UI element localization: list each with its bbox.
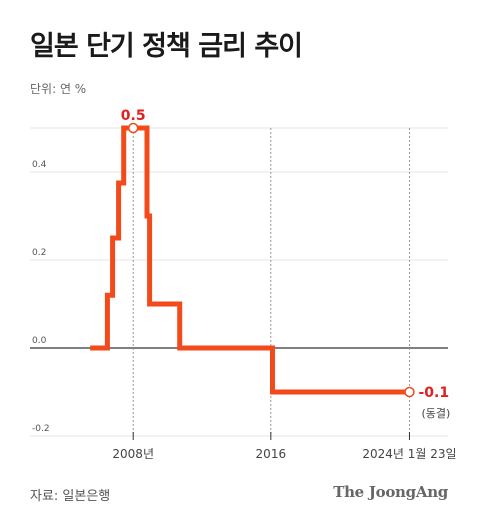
x-tick-label: 2008년 xyxy=(112,447,154,461)
y-tick-labels: 0.4 0.2 0.0 -0.2 xyxy=(32,160,50,434)
annotations: 0.5 -0.1 (동결) xyxy=(121,108,450,420)
y-tick-label: -0.2 xyxy=(32,424,50,434)
peak-marker xyxy=(127,122,139,134)
frozen-note: (동결) xyxy=(421,407,450,420)
peak-label: 0.5 xyxy=(121,108,146,124)
x-tick-label: 2016 xyxy=(256,447,287,461)
y-tick-label: 0.4 xyxy=(32,160,47,170)
y-tick-label: 0.2 xyxy=(32,248,46,258)
end-marker xyxy=(404,386,415,398)
x-ticks: 2008년 2016 2024년 1월 23일 xyxy=(112,128,457,461)
unit-label: 단위: 연 % xyxy=(30,82,87,96)
publisher-logo: The JoongAng xyxy=(333,483,448,501)
x-tick-label: 2024년 1월 23일 xyxy=(362,447,456,461)
end-value-label: -0.1 xyxy=(418,385,449,401)
y-tick-label: 0.0 xyxy=(32,336,47,346)
source-note: 자료: 일본은행 xyxy=(30,489,111,504)
chart-title: 일본 단기 정책 금리 추이 xyxy=(30,31,303,62)
